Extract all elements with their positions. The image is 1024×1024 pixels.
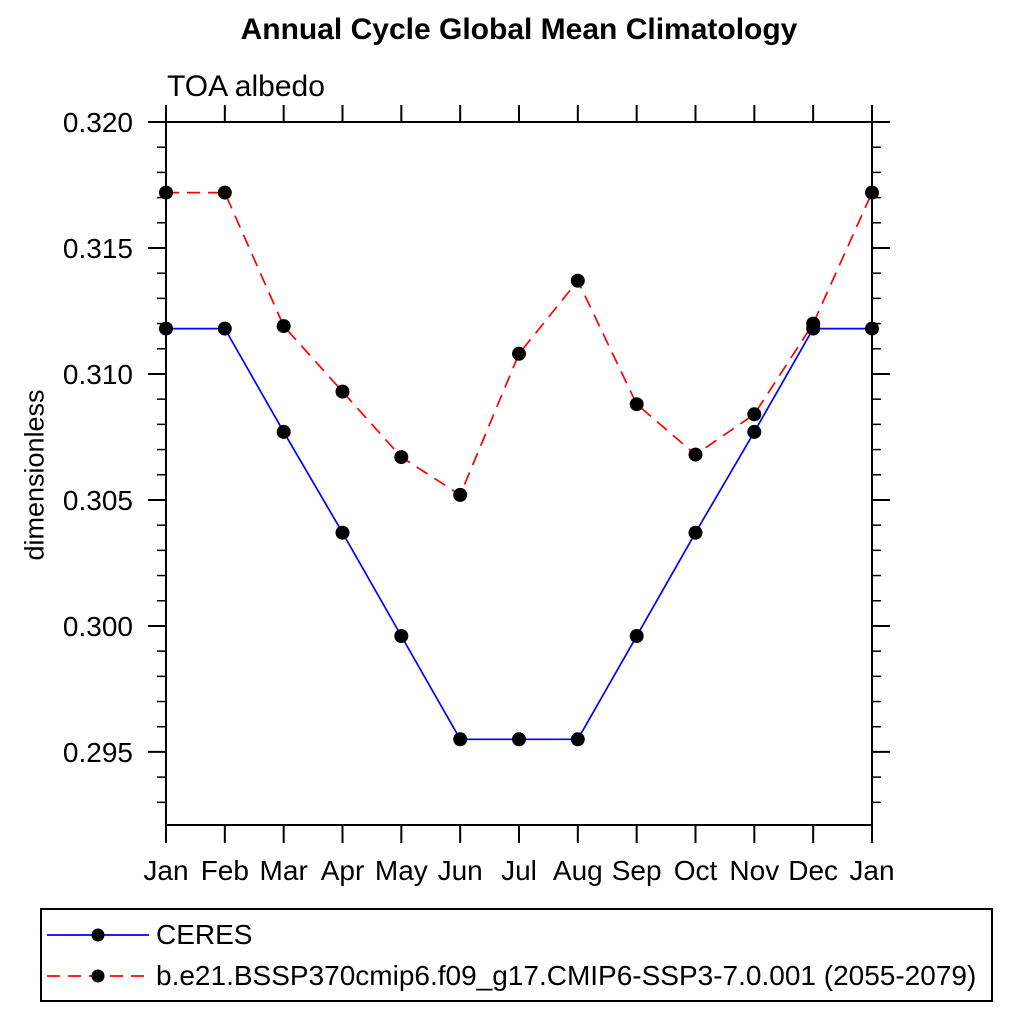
series-0-marker — [747, 424, 762, 439]
series-line-1 — [166, 191, 873, 497]
chart-left-subtitle: TOA albedo — [167, 70, 325, 103]
x-tick-label: Feb — [201, 855, 249, 886]
series-1-marker — [512, 346, 526, 361]
series-1-marker — [276, 319, 291, 334]
legend-row-0: CERES — [45, 914, 991, 955]
series-0-marker — [629, 629, 644, 643]
x-tick-label: Apr — [321, 855, 365, 886]
x-tick-label: Jul — [501, 855, 537, 886]
plot-frame — [165, 121, 873, 826]
legend-line-sample — [47, 969, 149, 982]
series-1-marker — [747, 407, 762, 422]
y-tick-label: 0.320 — [63, 107, 133, 138]
series-0-marker — [217, 321, 232, 336]
x-tick-label: Jan — [849, 855, 894, 886]
series-0-marker — [335, 525, 350, 540]
series-0-marker — [159, 321, 173, 336]
series-1-marker — [159, 185, 173, 200]
legend-row-1: b.e21.BSSP370cmip6.f09_g17.CMIP6-SSP3-7.… — [45, 955, 991, 996]
y-tick-label: 0.295 — [63, 737, 133, 768]
legend-box: CERES b.e21.BSSP370cmip6.f09_g17.CMIP6-SS… — [40, 908, 993, 1002]
y-tick-label: 0.310 — [63, 359, 133, 390]
series-0-marker — [512, 732, 526, 747]
x-tick-label: Nov — [729, 855, 779, 886]
series-0-marker — [865, 321, 879, 336]
x-tick-label: Mar — [260, 855, 308, 886]
x-tick-label: Sep — [612, 855, 662, 886]
y-tick-label: 0.300 — [63, 611, 133, 642]
legend-marker-dot — [91, 969, 105, 982]
x-tick-label: May — [375, 855, 428, 886]
y-tick-label: 0.315 — [63, 233, 133, 264]
x-tick-label: Jun — [438, 855, 483, 886]
series-1-marker — [394, 450, 409, 465]
series-line-0 — [166, 327, 872, 741]
x-tick-label: Dec — [788, 855, 838, 886]
legend-label-1: b.e21.BSSP370cmip6.f09_g17.CMIP6-SSP3-7.… — [156, 959, 977, 991]
series-1-marker — [453, 487, 468, 502]
legend-label-0: CERES — [156, 918, 253, 950]
chart-title: Annual Cycle Global Mean Climatology — [240, 13, 798, 46]
series-0-marker — [688, 525, 703, 540]
series-0-marker — [570, 732, 585, 747]
x-tick-label: Aug — [553, 855, 603, 886]
series-0-marker — [394, 629, 409, 643]
series-1-marker — [688, 447, 703, 462]
y-tick-label: 0.305 — [63, 485, 133, 516]
x-tick-label: Jan — [143, 855, 188, 886]
series-1-marker — [629, 397, 644, 412]
series-0-marker — [453, 732, 468, 747]
series-1-marker — [217, 185, 232, 200]
series-1-marker — [865, 185, 879, 200]
legend-marker-dot — [91, 928, 105, 941]
legend-line-sample — [47, 928, 149, 941]
series-1-marker — [570, 273, 585, 288]
x-tick-label: Oct — [674, 855, 718, 886]
series-1-marker — [335, 384, 350, 399]
series-1-marker — [806, 316, 821, 331]
series-0-marker — [276, 424, 291, 439]
